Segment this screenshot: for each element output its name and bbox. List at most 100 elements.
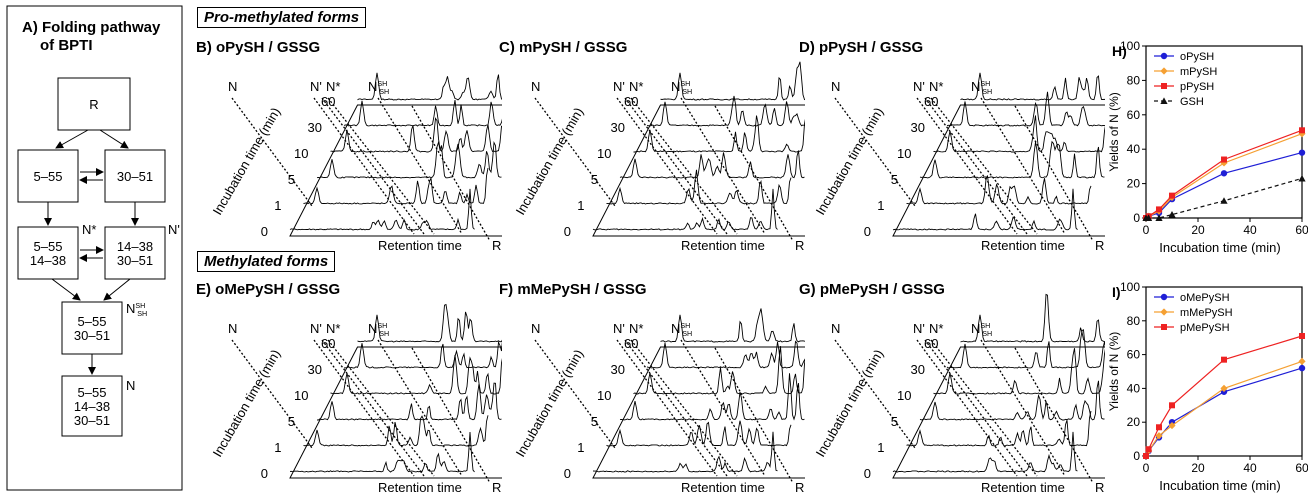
- data-point-pMePySH: [1143, 453, 1149, 459]
- hplc-trace: [646, 95, 805, 127]
- incubation-time-tick: 30: [911, 362, 925, 377]
- data-point-oPySH: [1220, 170, 1228, 177]
- peak-label-nprime: N': [913, 79, 925, 94]
- incubation-time-tick: 30: [611, 362, 625, 377]
- incubation-time-tick: 1: [274, 440, 281, 455]
- hplc-trace: [933, 115, 1105, 153]
- data-point-GSH: [1145, 214, 1153, 221]
- incubation-time-tick: 60: [624, 94, 638, 109]
- hplc-frame: [892, 104, 1105, 237]
- hplc-guide-line: [980, 97, 1066, 235]
- plot-frame: [1145, 286, 1303, 457]
- hplc-trace: [660, 61, 805, 101]
- pathway-box-text: 14–38: [74, 399, 110, 414]
- incubation-time-tick: 1: [577, 198, 584, 213]
- plot-frame: [1145, 45, 1303, 219]
- incubation-time-tick: 0: [261, 224, 268, 239]
- hplc-guide-line: [377, 97, 463, 235]
- x-tick-label: 40: [1243, 461, 1257, 475]
- pathway-arrow: [103, 278, 131, 301]
- peak-label-n: N: [531, 321, 540, 336]
- pathway-arrow: [51, 278, 81, 301]
- y-axis-label: Yields of N (%): [1108, 332, 1121, 412]
- data-point-pMePySH: [1299, 333, 1305, 340]
- pathway-box-text: 5–55: [78, 314, 107, 329]
- hplc-trace: [330, 354, 502, 395]
- data-point-GSH: [1298, 174, 1306, 182]
- legend-entry: pPySH: [1180, 81, 1214, 93]
- hplc-panel-title: G) pMePySH / GSSG: [799, 281, 945, 298]
- pathway-label-native: N: [126, 378, 135, 393]
- hplc-guide-line: [930, 339, 1038, 477]
- x-tick-label: 0: [1143, 223, 1150, 237]
- peak-label-nshsh: NSH SH: [671, 321, 692, 338]
- hplc-trace: [303, 415, 489, 447]
- data-point-pPySH: [1169, 192, 1175, 199]
- hplc-guide-line: [231, 339, 313, 449]
- pathway-arrow: [99, 129, 129, 149]
- y-tick-label: 60: [1127, 108, 1141, 122]
- hplc-trace: [592, 188, 778, 231]
- incubation-time-axis-label: Incubation time (min): [210, 105, 284, 218]
- data-point-oMePySH: [1298, 364, 1306, 372]
- retention-time-axis-label: Retention time: [681, 238, 765, 251]
- incubation-time-tick: 5: [288, 172, 295, 187]
- hplc-trace: [919, 140, 1105, 179]
- folding-pathway-panel: A) Folding pathway of BPTI R5–55 30–515–5…: [6, 5, 183, 491]
- hplc-guide-line: [411, 105, 491, 242]
- hplc-guide-line: [534, 339, 616, 449]
- peak-label-nshsh: NSH SH: [368, 321, 389, 338]
- data-point-mMePySH: [1298, 357, 1306, 365]
- hplc-panel-title: C) mPySH / GSSG: [499, 39, 627, 56]
- hplc-trace: [960, 293, 1105, 343]
- hplc-trace: [343, 340, 502, 369]
- peak-label-r: R: [492, 480, 501, 493]
- x-tick-label: 40: [1243, 223, 1257, 237]
- peak-label-n: N: [831, 321, 840, 336]
- hplc-guide-line: [313, 339, 415, 477]
- legend-entry: mMePySH: [1180, 307, 1233, 319]
- y-tick-label: 20: [1127, 177, 1141, 191]
- data-point-GSH: [1155, 214, 1163, 221]
- peak-label-n: N: [228, 79, 237, 94]
- hplc-trace: [317, 382, 502, 421]
- pathway-arrow: [55, 129, 89, 149]
- peak-label-nstar: N*: [629, 321, 643, 336]
- retention-time-axis-label: Retention time: [378, 238, 462, 251]
- pathway-box-nstar: [17, 226, 79, 280]
- data-point-pMePySH: [1156, 424, 1162, 431]
- hplc-guide-line: [321, 97, 425, 235]
- hplc-guide-line: [924, 339, 1028, 477]
- hplc-guide-line: [916, 339, 1018, 477]
- data-point-pPySH: [1221, 156, 1227, 163]
- incubation-time-tick: 30: [308, 362, 322, 377]
- legend-marker: [1160, 97, 1168, 104]
- yield-chart-pro-methylated: H) 0 20 40 60 80 100 0 20 40 60 Incubation time (mi…: [1108, 39, 1308, 255]
- hplc-trace: [289, 188, 475, 231]
- hplc-panel-title: F) mMePySH / GSSG: [499, 281, 647, 298]
- peak-label-nprime: N': [913, 321, 925, 336]
- hplc-guide-line: [924, 97, 1028, 235]
- hplc-guide-line: [714, 105, 794, 242]
- incubation-time-axis-label: Incubation time (min): [210, 347, 284, 460]
- hplc-trace: [606, 169, 792, 205]
- pathway-title-line1: A) Folding pathway: [22, 19, 161, 36]
- peak-label-n: N: [228, 321, 237, 336]
- hplc-trace: [946, 329, 1105, 369]
- legend-entry: oMePySH: [1180, 292, 1230, 304]
- x-tick-label: 60: [1295, 461, 1308, 475]
- hplc-guide-line: [680, 339, 766, 477]
- peak-label-nprime: N': [310, 321, 322, 336]
- hplc-trace: [646, 340, 805, 369]
- hplc-guide-line: [313, 97, 415, 235]
- pathway-box-R: [57, 77, 131, 131]
- pathway-box-text: 30–51: [74, 328, 110, 343]
- hplc-panel-title: D) pPySH / GSSG: [799, 39, 923, 56]
- pathway-box-s3051: [104, 149, 166, 203]
- pathway-label-nshsh: NSH SH: [126, 301, 147, 318]
- hplc-guide-line: [616, 97, 718, 235]
- peak-label-n: N: [531, 79, 540, 94]
